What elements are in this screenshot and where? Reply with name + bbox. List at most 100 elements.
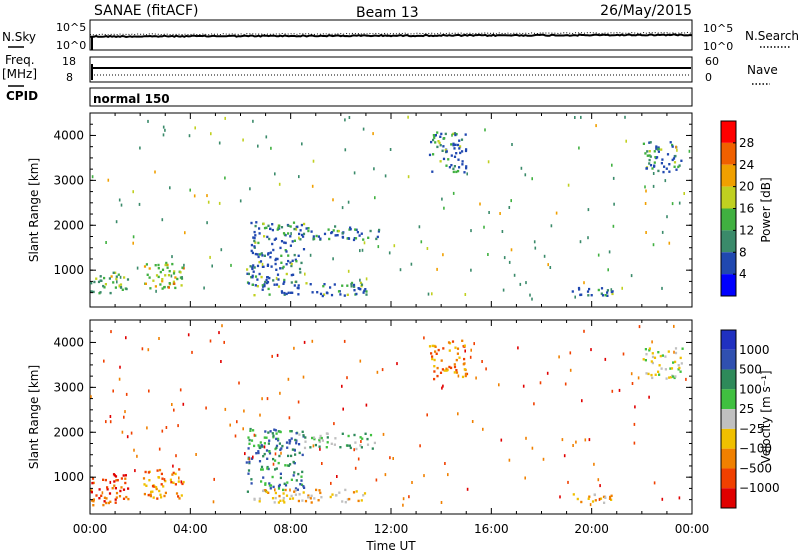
heatmap-cell (296, 488, 299, 491)
heatmap-cell (294, 453, 297, 456)
heatmap-cell (274, 237, 278, 240)
heatmap-cell (97, 280, 101, 284)
heatmap-cell (315, 488, 318, 492)
heatmap-cell (260, 444, 263, 447)
heatmap-cell (330, 442, 333, 445)
heatmap-cell (353, 448, 355, 452)
heatmap-cell (622, 352, 625, 356)
heatmap-cell (161, 429, 164, 433)
heatmap-cell (273, 238, 276, 241)
heatmap-cell (303, 446, 307, 450)
colorbar-band (721, 349, 736, 370)
heatmap-cell (574, 295, 576, 299)
heatmap-cell (321, 462, 323, 465)
heatmap-cell (172, 272, 176, 275)
heatmap-cell (248, 460, 251, 464)
heatmap-cell (278, 483, 281, 487)
heatmap-cell (245, 461, 248, 464)
heatmap-cell (109, 480, 112, 484)
heatmap-cell (250, 439, 254, 442)
heatmap-cell (550, 224, 553, 228)
heatmap-cell (290, 264, 293, 268)
heatmap-cell (258, 272, 261, 276)
heatmap-cell (463, 171, 466, 174)
heatmap-cell (462, 345, 465, 348)
heatmap-cell (136, 266, 139, 270)
heatmap-cell (304, 499, 308, 503)
heatmap-cell (297, 472, 300, 476)
heatmap-cell (294, 488, 297, 492)
heatmap-cell (445, 369, 448, 372)
heatmap-cell (333, 422, 335, 426)
heatmap-cell (278, 494, 281, 498)
heatmap-cell (453, 147, 456, 150)
power-colorbar: 28 24 20 16 12 8 4 (720, 120, 754, 297)
heatmap-cell (661, 354, 664, 357)
heatmap-cell (355, 447, 358, 451)
heatmap-cell (300, 233, 304, 237)
heatmap-cell (321, 294, 324, 298)
heatmap-cell (376, 370, 379, 374)
heatmap-cell (297, 499, 300, 503)
heatmap-cell (274, 172, 276, 176)
heatmap-cell (330, 231, 333, 235)
heatmap-cell (114, 498, 117, 501)
heatmap-cell (220, 360, 222, 363)
heatmap-cell (271, 354, 273, 358)
heatmap-cell (434, 350, 437, 353)
heatmap-cell (458, 139, 461, 142)
heatmap-cell (332, 257, 334, 261)
heatmap-cell (298, 451, 301, 455)
heatmap-cell (534, 246, 537, 250)
heatmap-cell (444, 462, 446, 465)
heatmap-cell (445, 164, 448, 167)
heatmap-cell (257, 451, 260, 455)
heatmap-cell (426, 247, 429, 250)
colorbar-tick-label: 1000 (739, 343, 770, 357)
heatmap-cell (443, 206, 445, 210)
beam-title: Beam 13 (356, 5, 419, 21)
heatmap-cell (275, 276, 278, 280)
heatmap-cell (447, 158, 450, 161)
heatmap-cell (142, 477, 146, 480)
heatmap-cell (510, 248, 513, 252)
heatmap-cell (252, 264, 255, 267)
heatmap-cell (674, 360, 677, 364)
heatmap-cell (258, 497, 261, 500)
heatmap-cell (407, 175, 410, 179)
heatmap-cell (171, 473, 174, 476)
heatmap-cell (253, 266, 256, 269)
heatmap-cell (305, 282, 308, 285)
heatmap-cell (288, 416, 291, 420)
heatmap-cell (261, 468, 264, 471)
heatmap-cell (316, 291, 319, 294)
heatmap-cell (359, 444, 362, 447)
heatmap-cell (453, 155, 457, 158)
heatmap-cell (309, 283, 312, 286)
heatmap-cell (267, 287, 270, 291)
heatmap-cell (481, 360, 483, 363)
heatmap-cell (167, 286, 170, 289)
heatmap-cell (253, 444, 256, 448)
heatmap-cell (436, 366, 439, 370)
heatmap-cell (279, 476, 282, 480)
heatmap-cell (376, 235, 379, 239)
heatmap-cell (250, 249, 253, 253)
heatmap-cell (195, 453, 197, 456)
heatmap-cell (174, 472, 177, 476)
heatmap-cell (670, 367, 674, 370)
heatmap-cell (313, 497, 316, 500)
heatmap-cell (271, 432, 274, 435)
heatmap-cell (673, 324, 675, 328)
heatmap-cell (265, 436, 268, 439)
heatmap-cell (113, 484, 116, 487)
heatmap-cell (261, 262, 264, 266)
heatmap-cell (105, 420, 107, 424)
heatmap-cell (258, 227, 261, 230)
heatmap-cell (653, 161, 656, 164)
heatmap-cell (224, 407, 227, 411)
heatmap-cell (274, 491, 277, 495)
heatmap-cell (90, 290, 93, 293)
heatmap-cell (460, 138, 464, 141)
heatmap-cell (524, 476, 526, 480)
